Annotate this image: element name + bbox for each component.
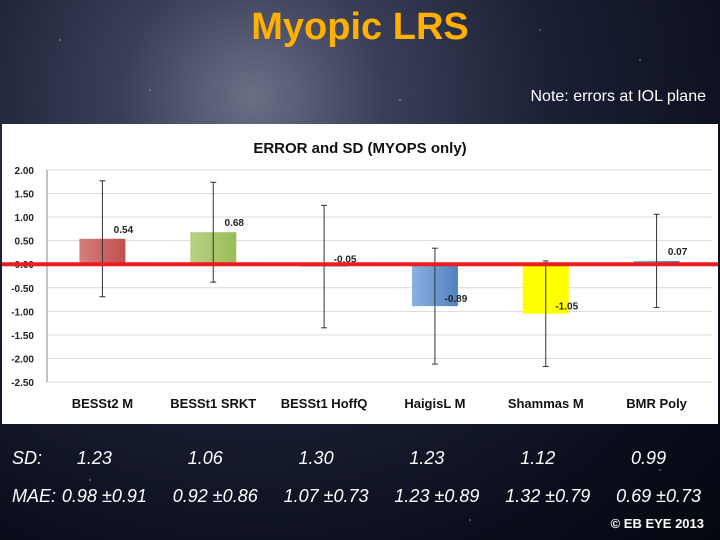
mae-value: 1.07 ±0.73	[283, 486, 369, 506]
y-tick-label: 1.00	[15, 213, 35, 224]
mae-value: 0.92 ±0.86	[172, 486, 258, 506]
sd-value: 1.23	[76, 448, 112, 468]
data-label: 0.68	[225, 218, 245, 229]
category-label: BESSt1 SRKT	[170, 396, 256, 411]
data-label: -1.05	[555, 302, 578, 313]
category-label: Shammas M	[508, 396, 584, 411]
category-label: BESSt2 M	[72, 396, 133, 411]
mae-value: 0.69 ±0.73	[616, 486, 702, 506]
slide-title: Myopic LRS	[251, 6, 469, 48]
y-tick-label: -1.00	[11, 307, 34, 318]
mae-value: 1.32 ±0.79	[505, 486, 591, 506]
y-tick-label: -2.50	[11, 378, 34, 389]
y-tick-label: -0.50	[11, 284, 34, 295]
category-label: HaigisL M	[404, 396, 465, 411]
data-label: 0.07	[668, 247, 688, 258]
mae-label: MAE:	[12, 486, 57, 506]
category-label: BESSt1 HoffQ	[281, 396, 368, 411]
sd-value: 0.99	[631, 448, 667, 468]
copyright-text: © EB EYE 2013	[610, 516, 704, 531]
data-label: -0.89	[445, 294, 468, 305]
y-tick-label: -2.00	[11, 354, 34, 365]
category-label: BMR Poly	[626, 396, 687, 411]
sd-label: SD:	[12, 448, 43, 468]
y-tick-label: 0.50	[15, 237, 35, 248]
mae-value: 1.23 ±0.89	[394, 486, 480, 506]
chart-title: ERROR and SD (MYOPS only)	[253, 140, 466, 157]
mae-value: 0.98 ±0.91	[61, 486, 147, 506]
data-label: -0.05	[334, 255, 357, 266]
bar-chart: ERROR and SD (MYOPS only) 2.00 1.50 1.00 0.5…	[2, 140, 718, 411]
y-tick-label: 1.50	[15, 190, 35, 201]
sd-value: 1.06	[187, 448, 223, 468]
sd-value: 1.30	[298, 448, 334, 468]
chart-panel: ERROR and SD (MYOPS only) 2.00 1.50 1.00 0.5…	[2, 124, 718, 424]
slide-note: Note: errors at IOL plane	[530, 88, 707, 105]
sd-value: 1.12	[520, 448, 556, 468]
y-tick-label: -1.50	[11, 331, 34, 342]
sd-value: 1.23	[409, 448, 445, 468]
data-label: 0.54	[114, 225, 134, 236]
y-tick-label: 2.00	[15, 166, 35, 177]
